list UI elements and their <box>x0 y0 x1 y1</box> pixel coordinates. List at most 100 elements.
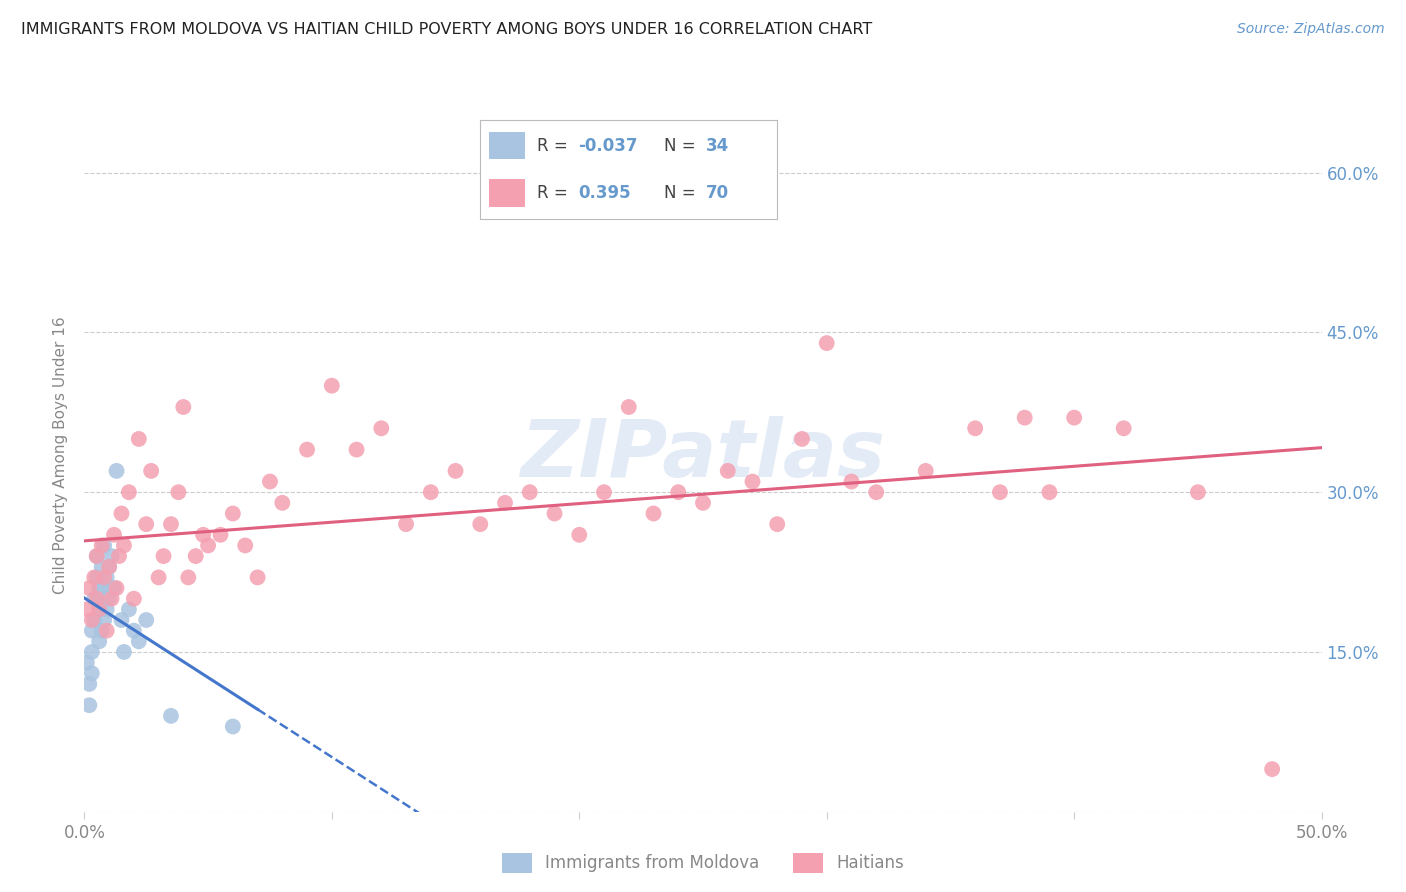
Bar <box>489 179 524 208</box>
Point <box>643 507 665 521</box>
Point <box>103 581 125 595</box>
Point <box>790 432 813 446</box>
Point <box>444 464 467 478</box>
Point <box>93 538 115 552</box>
Point <box>118 602 141 616</box>
Point <box>122 624 145 638</box>
Text: 34: 34 <box>706 136 730 154</box>
Point <box>321 378 343 392</box>
Point <box>135 613 157 627</box>
Point <box>965 421 987 435</box>
Point <box>118 485 141 500</box>
Point <box>346 442 368 457</box>
Point <box>914 464 936 478</box>
Point <box>815 336 838 351</box>
Point <box>80 624 103 638</box>
Point <box>96 624 118 638</box>
Y-axis label: Child Poverty Among Boys Under 16: Child Poverty Among Boys Under 16 <box>53 316 69 594</box>
Point <box>295 442 318 457</box>
Point <box>568 528 591 542</box>
Text: R =: R = <box>537 185 572 202</box>
Point <box>167 485 190 500</box>
Point <box>108 549 131 563</box>
Point <box>112 538 135 552</box>
Point <box>865 485 887 500</box>
Point <box>172 400 194 414</box>
Text: 70: 70 <box>706 185 730 202</box>
Point <box>222 507 245 521</box>
Point <box>370 421 392 435</box>
Point <box>89 581 111 595</box>
Point <box>222 719 245 733</box>
Point <box>593 485 616 500</box>
Point <box>98 559 121 574</box>
Point <box>741 475 763 489</box>
Point <box>80 666 103 681</box>
Point <box>135 517 157 532</box>
Point <box>76 656 98 670</box>
Point <box>519 485 541 500</box>
Text: 0.395: 0.395 <box>578 185 631 202</box>
Point <box>717 464 740 478</box>
Point <box>246 570 269 584</box>
Point <box>988 485 1011 500</box>
Bar <box>489 131 524 160</box>
Point <box>141 464 163 478</box>
Point <box>1038 485 1060 500</box>
Point <box>197 538 219 552</box>
Point <box>83 570 105 584</box>
Point <box>96 602 118 616</box>
Point <box>1063 410 1085 425</box>
Text: N =: N = <box>665 185 702 202</box>
Point <box>79 698 101 713</box>
Point <box>122 591 145 606</box>
Point <box>128 432 150 446</box>
Point <box>103 528 125 542</box>
Point <box>98 559 121 574</box>
Point <box>98 591 121 606</box>
Point <box>89 602 111 616</box>
Point <box>259 475 281 489</box>
Text: -0.037: -0.037 <box>578 136 638 154</box>
Point <box>80 645 103 659</box>
Point <box>96 570 118 584</box>
Text: ZIPatlas: ZIPatlas <box>520 416 886 494</box>
Point <box>79 677 101 691</box>
Point <box>128 634 150 648</box>
Point <box>617 400 640 414</box>
Point <box>177 570 200 584</box>
Point <box>148 570 170 584</box>
Point <box>86 549 108 563</box>
Point <box>105 464 128 478</box>
Point <box>79 581 101 595</box>
Point <box>86 591 108 606</box>
Text: IMMIGRANTS FROM MOLDOVA VS HAITIAN CHILD POVERTY AMONG BOYS UNDER 16 CORRELATION: IMMIGRANTS FROM MOLDOVA VS HAITIAN CHILD… <box>21 22 872 37</box>
Point <box>76 602 98 616</box>
Point <box>209 528 232 542</box>
Point <box>233 538 256 552</box>
Point <box>419 485 441 500</box>
Point <box>100 549 122 563</box>
Point <box>83 613 105 627</box>
Point <box>90 559 112 574</box>
Point <box>271 496 294 510</box>
Point <box>89 602 111 616</box>
Point <box>86 549 108 563</box>
Point <box>692 496 714 510</box>
Point <box>395 517 418 532</box>
Point <box>93 570 115 584</box>
Point <box>191 528 214 542</box>
Legend: Immigrants from Moldova, Haitians: Immigrants from Moldova, Haitians <box>495 847 911 880</box>
Point <box>543 507 565 521</box>
Point <box>90 581 112 595</box>
Point <box>152 549 174 563</box>
Point <box>112 645 135 659</box>
Point <box>86 591 108 606</box>
Point <box>1014 410 1036 425</box>
Point <box>80 613 103 627</box>
Point <box>110 613 132 627</box>
Point <box>666 485 689 500</box>
Point <box>90 538 112 552</box>
Text: R =: R = <box>537 136 572 154</box>
Point <box>1261 762 1284 776</box>
